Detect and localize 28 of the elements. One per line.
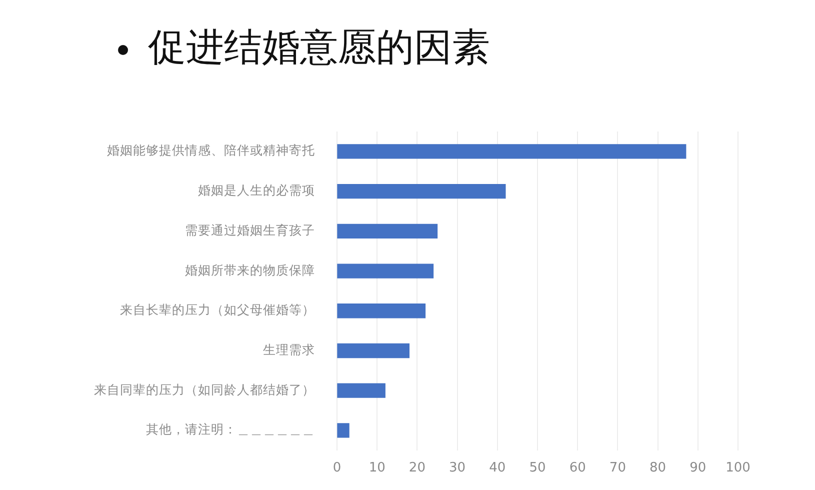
x-tick-label: 0 [332,460,342,476]
y-tick-label: 婚姻是人生的必需项 [198,182,315,198]
x-tick-label: 50 [529,460,546,476]
bar [337,264,434,278]
x-tick-label: 20 [408,460,426,476]
bar [337,423,350,438]
x-tick-label: 10 [368,460,386,476]
x-tick-label: 40 [489,460,506,476]
x-tick-label: 70 [609,460,626,476]
chart-title: 促进结婚意愿的因素 [148,24,490,71]
bar [337,184,506,199]
bar [337,224,438,238]
bar [337,383,386,398]
x-tick-label: 80 [650,460,666,476]
y-tick-label: 需要通过婚姻生育孩子 [185,222,315,238]
y-tick-label: 来自同辈的压力（如同龄人都结婚了） [94,382,315,397]
bar [337,304,426,318]
x-tick-label: 100 [726,460,750,476]
bar [337,144,686,159]
x-tick-label: 90 [690,460,706,476]
x-tick-label: 60 [569,460,586,476]
y-tick-label: 生理需求 [263,342,315,357]
y-tick-label: 婚姻能够提供情感、陪伴或精神寄托 [107,142,315,158]
y-tick-label: 婚姻所带来的物质保障 [185,262,315,278]
y-tick-label: 其他，请注明：＿＿＿＿＿＿ [146,422,315,437]
x-tick-label: 30 [449,460,466,476]
y-tick-label: 来自长辈的压力（如父母催婚等） [120,302,315,318]
bar [337,343,410,358]
